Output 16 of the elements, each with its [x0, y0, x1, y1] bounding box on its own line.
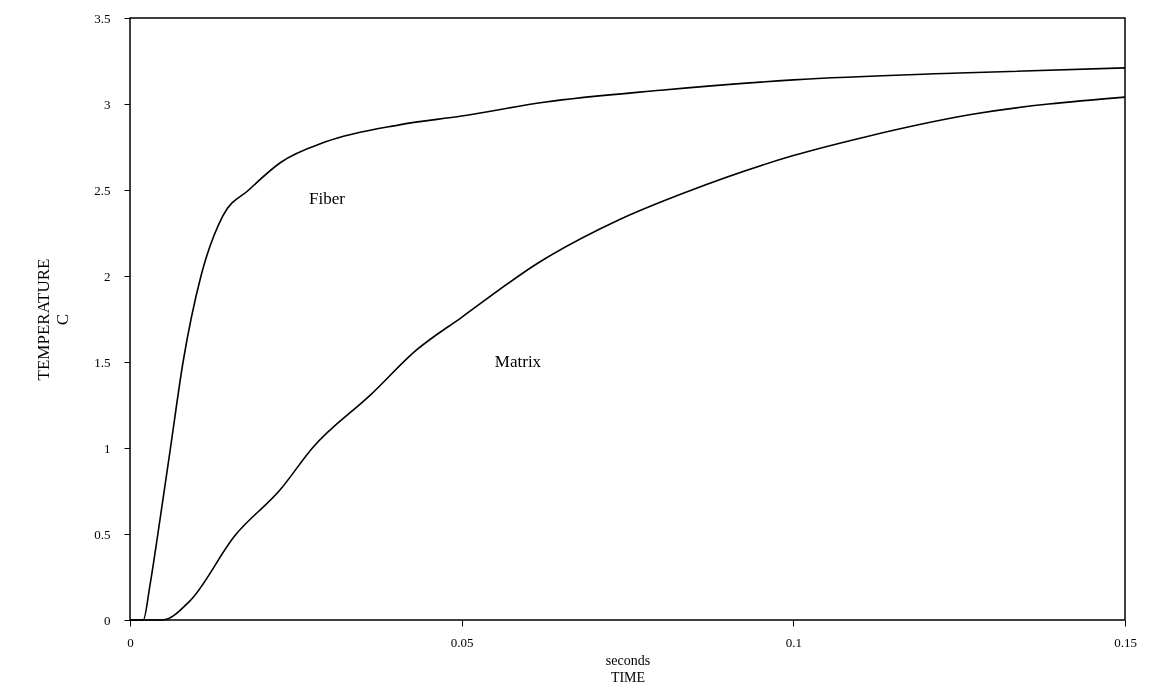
x-tick-label: 0.1: [785, 634, 802, 650]
y-tick-label: 3: [104, 96, 111, 112]
x-tick-label: 0.05: [450, 634, 474, 650]
y-tick-label: 1.5: [94, 354, 111, 370]
y-axis-title: TEMPERATURE C: [34, 258, 73, 381]
x-axis-title: seconds TIME: [605, 652, 651, 685]
text: Fiber: [309, 188, 346, 208]
y-tick-label: 2.5: [94, 182, 111, 198]
y-tick-label: 3.5: [94, 10, 111, 26]
x-tick-label: 0: [127, 634, 134, 650]
y-tick-label: 1: [104, 440, 111, 456]
text: Matrix: [494, 352, 542, 371]
x-tick-label: 0.15: [1114, 634, 1137, 650]
y-tick-label: 0: [104, 612, 111, 628]
y-tick-label: 2: [104, 268, 111, 284]
y-tick-label: 0.5: [94, 526, 111, 542]
